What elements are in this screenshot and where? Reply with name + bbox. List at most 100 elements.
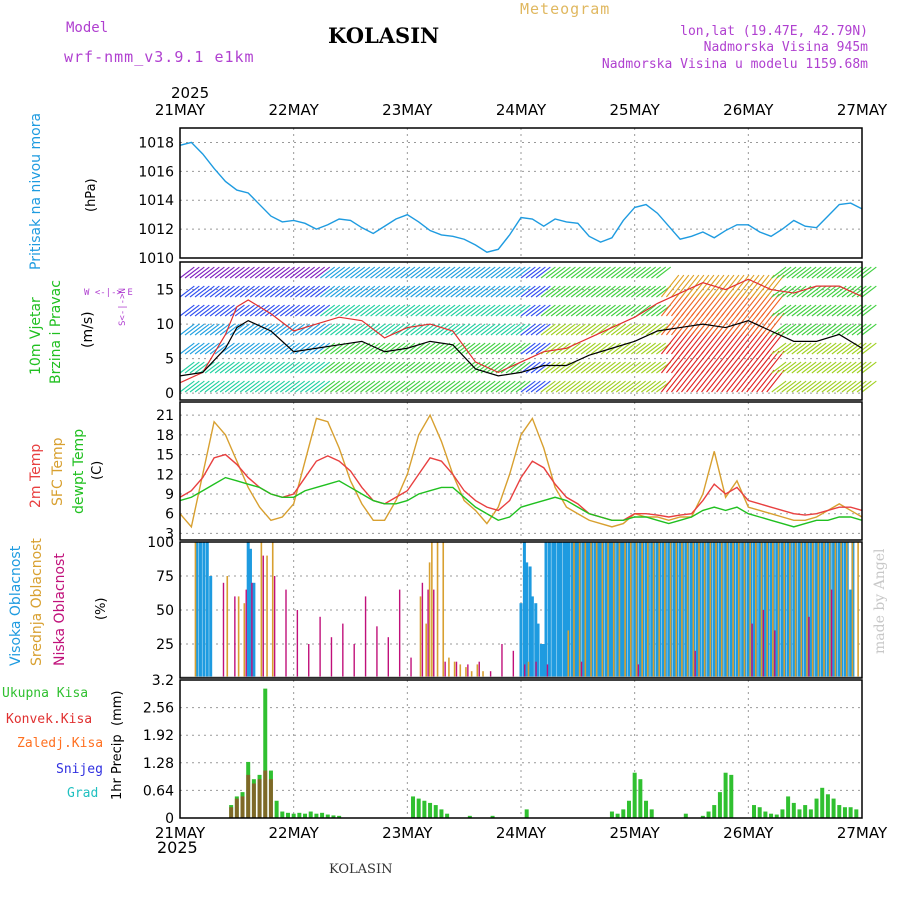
wind-barb [490,323,506,336]
wind-barb [460,266,476,279]
cloud-high-bar [596,542,600,678]
wind-barb [826,304,842,317]
wind-barb [861,323,877,336]
cloud-mid-bar [448,657,450,678]
wind-barb [806,380,822,393]
wind-barb [254,380,270,393]
wind-barb [861,266,877,279]
wind-barb [380,380,396,393]
wind-barb [199,266,215,279]
wind-barb [701,331,720,355]
cloud-high-bar [610,542,614,678]
cloud-mid-bar [828,542,831,678]
wind-barb [590,285,606,298]
wind-barb [716,293,735,317]
wind-barb [325,266,341,279]
wind-barb [525,266,541,279]
cloud-low-bar [285,589,287,678]
cloud-high-bar [209,576,213,678]
wind-barb [405,266,421,279]
precip-conv-bar [263,770,268,818]
wind-barb [851,361,867,374]
cloud-high-bar [616,542,620,678]
wind-barb [771,304,787,317]
cloud-high-bar [536,623,540,678]
wind-barb [826,266,842,279]
wind-barb [500,266,516,279]
wind-barb [600,285,616,298]
wind-barb [269,266,285,279]
precip-total-bar [274,800,279,818]
wind-barb [610,285,626,298]
wind-barb [726,293,745,317]
wind-barb [625,380,641,393]
wind-barb [390,285,406,298]
wind-barb [836,380,852,393]
wind-barb [711,369,730,393]
wind-barb [671,312,690,336]
cloud-low-bar [364,596,367,678]
y-tick-label-precip: 1.28 [143,756,174,772]
wind-barb [400,285,416,298]
cloud-mid-bar [851,542,854,678]
wind-barb [450,285,466,298]
cloud-high-bar [534,603,538,678]
wind-barb [300,266,316,279]
wind-barb [259,380,275,393]
cloud-mid-bar [777,542,780,678]
wind-barb [229,323,245,336]
wind-barb [836,266,852,279]
wind-barb [701,369,720,393]
precip-conv-bar [229,807,234,818]
wind-barb [310,323,326,336]
wind-barb [445,285,461,298]
wind-barb [480,266,496,279]
wind-barb [600,380,616,393]
wind-barb [646,304,662,317]
cloud-mid-bar [692,542,695,678]
cloud-high-bar [826,542,830,678]
wind-barb [490,266,506,279]
wind-barb [325,361,341,374]
wind-barb [570,361,586,374]
wind-barb [706,350,725,374]
wind-barb [615,342,631,355]
wind-barb [425,266,441,279]
temp2m-line [179,453,863,521]
wind-barb [350,323,366,336]
wind-barb [239,323,255,336]
cloud-high-bar [599,542,603,678]
wind-barb [761,293,780,317]
wind-barb [455,361,471,374]
wind-barb [701,293,720,317]
wind-barb [179,361,195,374]
wind-barb [259,285,275,298]
panel-frame-3 [179,541,863,679]
wind-barb [515,361,531,374]
wind-barb [440,304,456,317]
wind-barb [370,304,386,317]
wind-barb [575,285,591,298]
wind-barb [395,285,411,298]
wind-barb [691,369,710,393]
cloud-low-bar [308,644,310,678]
wind-barb [570,304,586,317]
wind-barb [380,342,396,355]
precip-total-bar [803,805,808,818]
wind-barb [756,331,775,355]
wind-barb [189,323,205,336]
wind-barb [254,285,270,298]
wind-barb [264,323,280,336]
wind-barb [771,342,787,355]
wind-barb [239,266,255,279]
cloud-mid-bar [817,542,820,678]
wind-barb [676,293,695,317]
wind-barb [295,323,311,336]
wind-barb [530,380,546,393]
y-tick-label: 1018 [138,135,174,151]
cloud-high-bar [593,542,597,678]
wind-barb [184,361,200,374]
wind-barb [284,304,300,317]
wind-barb [665,274,685,298]
wind-barb [395,361,411,374]
